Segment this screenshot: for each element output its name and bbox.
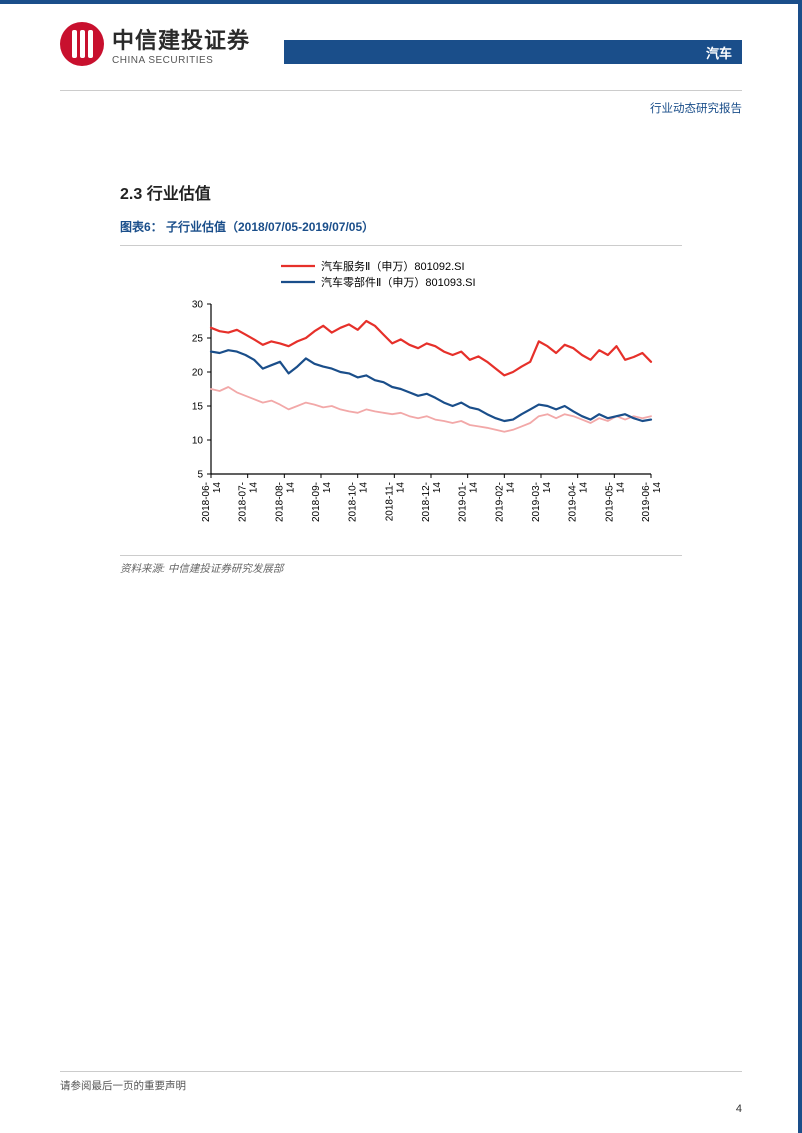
chart-source-label: 资料来源: 中信建投证券研究发展部: [120, 555, 682, 576]
svg-text:2018-11-: 2018-11-: [384, 482, 395, 521]
footer-disclaimer: 请参阅最后一页的重要声明: [60, 1078, 742, 1093]
svg-text:2019-03-: 2019-03-: [531, 482, 542, 522]
svg-text:25: 25: [192, 334, 204, 345]
svg-text:2019-02-: 2019-02-: [494, 482, 505, 522]
logo-mark-icon: [60, 22, 104, 66]
svg-text:2018-08-: 2018-08-: [274, 482, 285, 522]
figure-title: 图表6： 子行业估值（2018/07/05-2019/07/05）: [120, 218, 682, 235]
svg-text:20: 20: [192, 368, 204, 379]
svg-text:汽车服务Ⅱ（申万）801092.SI: 汽车服务Ⅱ（申万）801092.SI: [321, 259, 465, 273]
svg-text:14: 14: [432, 482, 443, 494]
chart-svg: 510152025302018-06-142018-07-142018-08-1…: [120, 254, 682, 554]
category-label: 汽车: [706, 43, 732, 62]
header-category-bar: 汽车: [284, 40, 742, 64]
svg-text:2019-05-: 2019-05-: [604, 482, 615, 522]
valuation-chart: 510152025302018-06-142018-07-142018-08-1…: [120, 254, 682, 554]
footer-divider: [60, 1071, 742, 1072]
svg-text:14: 14: [579, 482, 590, 494]
chart-top-divider: [120, 245, 682, 246]
svg-text:14: 14: [652, 482, 663, 494]
svg-text:14: 14: [542, 482, 553, 494]
svg-text:14: 14: [285, 482, 296, 494]
header-divider: [60, 90, 742, 91]
report-type-label: 行业动态研究报告: [650, 100, 742, 116]
svg-text:15: 15: [192, 402, 204, 413]
logo-text-en: CHINA SECURITIES: [112, 55, 250, 66]
page-footer: 请参阅最后一页的重要声明: [60, 1071, 742, 1093]
svg-text:2018-06-: 2018-06-: [201, 482, 212, 522]
svg-text:2018-09-: 2018-09-: [311, 482, 322, 522]
svg-text:2019-04-: 2019-04-: [568, 482, 579, 522]
svg-text:2018-10-: 2018-10-: [348, 482, 359, 522]
svg-text:14: 14: [359, 482, 370, 494]
svg-text:14: 14: [249, 482, 260, 494]
svg-text:5: 5: [197, 470, 203, 481]
right-edge-bar: [798, 0, 802, 1133]
svg-text:14: 14: [505, 482, 516, 494]
svg-text:2018-07-: 2018-07-: [238, 482, 249, 522]
svg-text:2018-12-: 2018-12-: [421, 482, 432, 522]
svg-text:10: 10: [192, 436, 204, 447]
svg-text:14: 14: [615, 482, 626, 494]
main-content: 2.3 行业估值 图表6： 子行业估值（2018/07/05-2019/07/0…: [120, 180, 682, 576]
svg-text:30: 30: [192, 300, 204, 311]
logo-text-cn: 中信建投证券: [112, 23, 250, 55]
svg-text:14: 14: [469, 482, 480, 494]
page-header: 中信建投证券 CHINA SECURITIES 汽车: [0, 0, 802, 90]
svg-text:14: 14: [395, 482, 406, 494]
page-number: 4: [736, 1103, 742, 1115]
company-logo: 中信建投证券 CHINA SECURITIES: [60, 22, 250, 66]
section-title: 2.3 行业估值: [120, 180, 682, 204]
svg-text:2019-06-: 2019-06-: [641, 482, 652, 522]
svg-text:汽车零部件Ⅱ（申万）801093.SI: 汽车零部件Ⅱ（申万）801093.SI: [321, 275, 476, 289]
svg-text:14: 14: [212, 482, 223, 494]
svg-text:14: 14: [322, 482, 333, 494]
svg-text:2019-01-: 2019-01-: [458, 482, 469, 522]
